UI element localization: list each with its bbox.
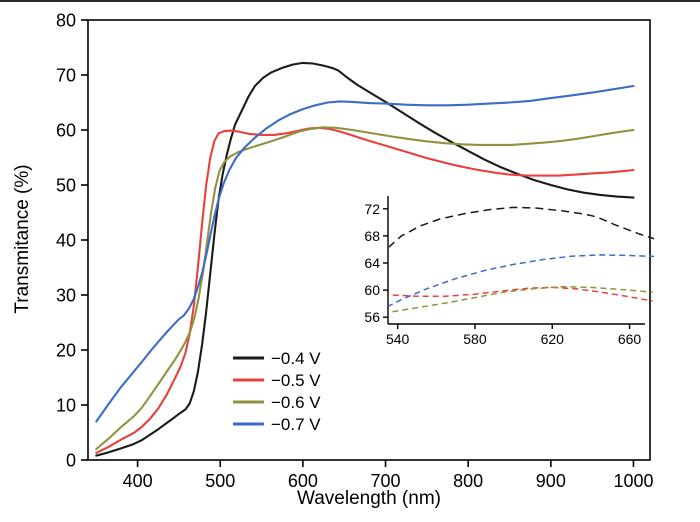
- inset-y-tick-label: 60: [364, 282, 380, 298]
- legend-label-2: −0.5 V: [271, 371, 321, 390]
- inset-y-tick-label: 68: [364, 228, 380, 244]
- legend-label-1: −0.4 V: [271, 349, 321, 368]
- x-tick-label: 700: [371, 471, 401, 491]
- inset-y-tick-label: 64: [364, 255, 380, 271]
- inset-y-tick-label: 56: [364, 309, 380, 325]
- inset-x-tick-label: 540: [386, 331, 410, 347]
- inset-x-tick-label: 660: [618, 331, 642, 347]
- series-line-3: [95, 126, 635, 451]
- plot-frame: [87, 19, 651, 461]
- y-tick-label: 60: [56, 121, 76, 141]
- legend-label-4: −0.7 V: [271, 415, 321, 434]
- legend-label-3: −0.6 V: [271, 393, 321, 412]
- series-line-2: [95, 126, 635, 454]
- inset-y-tick-label: 72: [364, 201, 380, 217]
- inset-series-line-1: [389, 206, 654, 248]
- x-tick-label: 900: [536, 471, 566, 491]
- y-tick-label: 10: [56, 396, 76, 416]
- y-axis-label: Transmitance (%): [12, 164, 33, 314]
- inset-x-tick-label: 620: [541, 331, 565, 347]
- y-tick-label: 80: [56, 11, 76, 31]
- y-tick-label: 40: [56, 231, 76, 251]
- x-tick-label: 1000: [613, 471, 653, 491]
- y-tick-label: 20: [56, 341, 76, 361]
- y-tick-label: 50: [56, 176, 76, 196]
- series-line-4: [95, 84, 635, 423]
- x-tick-label: 500: [205, 471, 235, 491]
- series-line-1: [95, 61, 635, 457]
- x-tick-label: 600: [288, 471, 318, 491]
- y-tick-label: 70: [56, 66, 76, 86]
- x-axis-label: Wavelength (nm): [297, 488, 441, 509]
- inset-series-line-3: [389, 285, 653, 314]
- inset-series-line-4: [389, 254, 654, 307]
- inset-series-line-2: [389, 286, 653, 302]
- y-tick-label: 0: [66, 451, 76, 471]
- x-tick-label: 800: [453, 471, 483, 491]
- inset-plot-area: [389, 206, 654, 314]
- inset-x-tick-label: 580: [463, 331, 487, 347]
- y-tick-label: 30: [56, 286, 76, 306]
- x-tick-label: 400: [123, 471, 153, 491]
